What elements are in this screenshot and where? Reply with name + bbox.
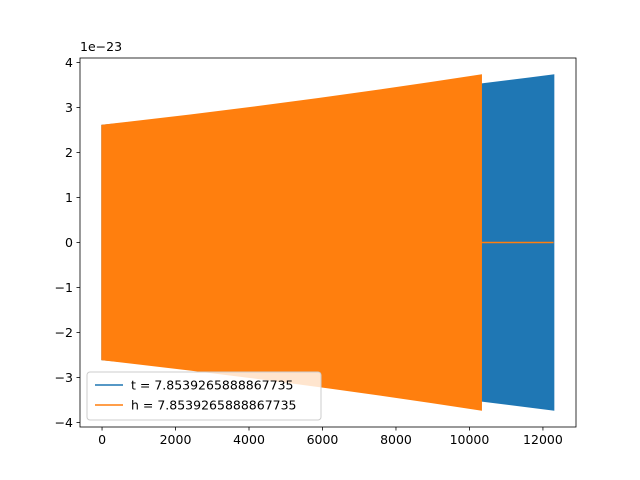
y-axis: 4 3 2 1 0 −1 −2 −3 −4	[55, 55, 80, 430]
y-tick-label: 4	[65, 55, 73, 70]
y-tick-label: 1	[65, 190, 73, 205]
legend: t = 7.8539265888867735 h = 7.853926588886…	[86, 371, 322, 421]
y-tick-label: −2	[55, 325, 73, 340]
x-tick-label: 2000	[160, 432, 192, 447]
x-tick-label: 4000	[233, 432, 265, 447]
x-tick-label: 0	[98, 432, 106, 447]
series-2-envelope	[101, 74, 482, 411]
x-tick-label: 8000	[380, 432, 412, 447]
y-tick-label: −1	[55, 280, 73, 295]
x-tick-label: 10000	[450, 432, 490, 447]
y-tick-label: 2	[65, 145, 73, 160]
x-tick-label: 6000	[307, 432, 339, 447]
legend-box	[86, 371, 322, 421]
legend-label-2: h = 7.8539265888867735	[131, 398, 297, 413]
y-tick-label: 3	[65, 100, 73, 115]
y-offset-label: 1e−23	[80, 39, 122, 54]
legend-label-1: t = 7.8539265888867735	[131, 378, 294, 393]
y-tick-label: −4	[55, 415, 73, 430]
x-axis: 0 2000 4000 6000 8000 10000 12000	[98, 427, 563, 447]
y-tick-label: −3	[55, 370, 73, 385]
x-tick-label: 12000	[523, 432, 563, 447]
series-layer	[101, 74, 555, 411]
y-tick-label: 0	[65, 235, 73, 250]
